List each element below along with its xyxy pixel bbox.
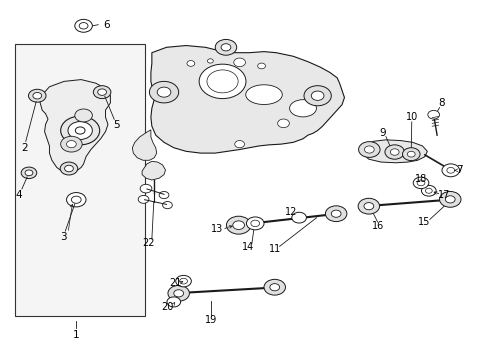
Circle shape <box>60 162 78 175</box>
Circle shape <box>33 93 41 99</box>
Circle shape <box>269 284 279 291</box>
Text: 13: 13 <box>210 225 223 234</box>
Circle shape <box>357 198 379 214</box>
Circle shape <box>149 81 178 103</box>
Circle shape <box>68 122 92 139</box>
Circle shape <box>66 140 76 148</box>
Circle shape <box>304 86 330 106</box>
Circle shape <box>250 220 259 226</box>
Circle shape <box>75 109 92 122</box>
Circle shape <box>427 111 439 119</box>
Circle shape <box>234 140 244 148</box>
Circle shape <box>445 196 454 203</box>
Circle shape <box>226 216 250 234</box>
Text: 21: 21 <box>169 278 181 288</box>
Circle shape <box>325 206 346 222</box>
Circle shape <box>75 19 92 32</box>
Ellipse shape <box>245 85 282 104</box>
Circle shape <box>384 145 404 159</box>
Text: 1: 1 <box>73 330 80 340</box>
Text: 14: 14 <box>242 242 254 252</box>
Circle shape <box>412 177 428 189</box>
Circle shape <box>93 86 111 99</box>
Text: 17: 17 <box>437 190 449 200</box>
Text: 22: 22 <box>142 238 154 248</box>
Circle shape <box>221 44 230 51</box>
Circle shape <box>363 203 373 210</box>
Circle shape <box>277 119 289 128</box>
Circle shape <box>79 23 88 29</box>
Circle shape <box>25 170 33 176</box>
Circle shape <box>416 180 424 186</box>
Text: 9: 9 <box>378 128 385 138</box>
Circle shape <box>61 136 82 152</box>
Circle shape <box>166 297 180 307</box>
Text: 11: 11 <box>268 244 280 254</box>
Polygon shape <box>40 80 110 173</box>
Text: 5: 5 <box>113 121 120 130</box>
Ellipse shape <box>289 100 316 117</box>
Text: 16: 16 <box>371 221 383 231</box>
Circle shape <box>186 60 194 66</box>
Circle shape <box>98 89 106 95</box>
Polygon shape <box>142 161 165 180</box>
Circle shape <box>66 193 86 207</box>
Circle shape <box>407 151 414 157</box>
Circle shape <box>162 202 172 209</box>
Text: 6: 6 <box>103 20 110 30</box>
Circle shape <box>159 192 168 199</box>
Circle shape <box>257 63 265 69</box>
Text: 18: 18 <box>414 174 426 184</box>
Circle shape <box>206 70 238 93</box>
Text: 2: 2 <box>21 143 27 153</box>
Circle shape <box>364 146 373 153</box>
Circle shape <box>389 149 398 155</box>
Circle shape <box>21 167 37 179</box>
Bar <box>15 44 144 316</box>
Circle shape <box>246 217 264 230</box>
Polygon shape <box>362 140 427 163</box>
Circle shape <box>140 184 152 193</box>
Circle shape <box>157 87 170 97</box>
Text: 20: 20 <box>161 302 173 312</box>
Text: 7: 7 <box>455 165 462 175</box>
Circle shape <box>425 188 431 193</box>
Circle shape <box>439 192 460 207</box>
Text: 3: 3 <box>60 232 66 242</box>
Circle shape <box>358 141 379 157</box>
Circle shape <box>421 185 435 196</box>
Circle shape <box>64 165 73 172</box>
Polygon shape <box>132 130 157 160</box>
Circle shape <box>330 210 340 217</box>
Circle shape <box>179 278 187 284</box>
Circle shape <box>28 89 46 102</box>
Circle shape <box>167 285 189 301</box>
Circle shape <box>207 59 213 63</box>
Circle shape <box>75 127 85 134</box>
Circle shape <box>138 195 149 203</box>
Text: 12: 12 <box>284 207 296 217</box>
Circle shape <box>173 290 183 297</box>
Circle shape <box>264 279 285 295</box>
Circle shape <box>291 212 306 223</box>
Text: 4: 4 <box>16 190 22 200</box>
Polygon shape <box>151 45 344 153</box>
Text: 8: 8 <box>438 98 445 108</box>
Circle shape <box>446 167 454 173</box>
Text: 15: 15 <box>417 217 429 227</box>
Text: 10: 10 <box>405 112 417 122</box>
Circle shape <box>233 58 245 67</box>
Circle shape <box>311 91 324 100</box>
Circle shape <box>175 275 191 287</box>
Circle shape <box>199 64 245 99</box>
Circle shape <box>402 148 419 161</box>
Circle shape <box>71 196 81 203</box>
Circle shape <box>441 164 459 177</box>
Circle shape <box>215 40 236 55</box>
Circle shape <box>232 221 244 229</box>
Text: 19: 19 <box>205 315 217 325</box>
Circle shape <box>61 116 100 145</box>
